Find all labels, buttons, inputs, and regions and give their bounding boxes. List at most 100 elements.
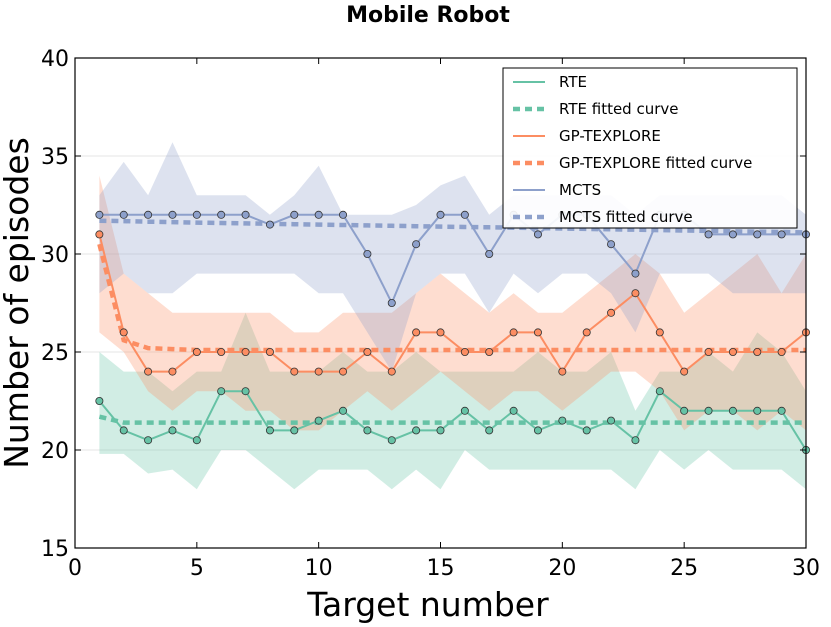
gp-texplore-point bbox=[558, 367, 567, 376]
rte-point bbox=[485, 426, 494, 435]
x-tick-label: 10 bbox=[305, 556, 333, 581]
x-tick-label: 15 bbox=[427, 556, 455, 581]
mcts-point bbox=[387, 298, 396, 307]
x-axis-label: Target number bbox=[306, 585, 549, 624]
gp-texplore-point bbox=[728, 347, 737, 356]
gp-texplore-point bbox=[582, 328, 591, 337]
gp-texplore-point bbox=[777, 347, 786, 356]
y-tick-label: 30 bbox=[41, 243, 69, 268]
rte-point bbox=[460, 406, 469, 415]
fitted-curves bbox=[97, 218, 807, 425]
gp-texplore-point bbox=[241, 347, 250, 356]
mcts-point bbox=[607, 240, 616, 249]
gp-texplore-point bbox=[655, 328, 664, 337]
gp-texplore-point bbox=[704, 347, 713, 356]
mcts-point bbox=[339, 210, 348, 219]
mcts-point bbox=[144, 210, 153, 219]
mcts-point bbox=[753, 230, 762, 239]
gp-texplore-line bbox=[98, 234, 807, 374]
mcts-point bbox=[217, 210, 226, 219]
x-tick-label: 30 bbox=[792, 556, 820, 581]
gp-texplore-point bbox=[485, 347, 494, 356]
rte-point bbox=[509, 406, 518, 415]
rte-point bbox=[168, 426, 177, 435]
gp-texplore-point bbox=[168, 367, 177, 376]
rte-point bbox=[436, 426, 445, 435]
rte-point bbox=[753, 406, 762, 415]
legend-label: RTE fitted curve bbox=[559, 100, 679, 118]
gp-texplore-point bbox=[436, 328, 445, 337]
mcts-point bbox=[363, 249, 372, 258]
gp-texplore-point bbox=[144, 367, 153, 376]
mcts-point bbox=[265, 220, 274, 229]
mcts-point bbox=[192, 210, 201, 219]
x-tick-label: 0 bbox=[68, 556, 82, 581]
gp-texplore-point bbox=[509, 328, 518, 337]
rte-point bbox=[241, 387, 250, 396]
gp-texplore-point bbox=[363, 347, 372, 356]
mcts-band bbox=[99, 142, 806, 372]
rte-point bbox=[582, 426, 591, 435]
mcts-fitted-curve bbox=[99, 218, 807, 235]
rte-point bbox=[680, 406, 689, 415]
chart-title: Mobile Robot bbox=[346, 3, 510, 28]
rte-point bbox=[217, 387, 226, 396]
gp-texplore-point bbox=[412, 328, 421, 337]
gp-texplore-point bbox=[460, 347, 469, 356]
y-ticks: 15 20 25 30 35 40 bbox=[41, 47, 806, 562]
gp-texplore-point bbox=[631, 289, 640, 298]
y-tick-label: 20 bbox=[41, 439, 69, 464]
gp-texplore-point bbox=[314, 367, 323, 376]
rte-point bbox=[558, 416, 567, 425]
rte-point bbox=[192, 436, 201, 445]
legend-label: GP-TEXPLORE fitted curve bbox=[559, 154, 752, 172]
mcts-point bbox=[412, 240, 421, 249]
rte-band bbox=[99, 312, 806, 490]
gp-texplore-point bbox=[217, 347, 226, 356]
mcts-point bbox=[168, 210, 177, 219]
y-tick-label: 40 bbox=[41, 47, 69, 72]
mcts-point bbox=[777, 230, 786, 239]
rte-point bbox=[728, 406, 737, 415]
gp-texplore-point bbox=[290, 367, 299, 376]
y-tick-label: 25 bbox=[41, 341, 69, 366]
rte-point bbox=[533, 426, 542, 435]
gp-texplore-point bbox=[387, 367, 396, 376]
gp-texplore-point bbox=[339, 367, 348, 376]
gp-texplore-point bbox=[265, 347, 274, 356]
gp-texplore-fitted-curve bbox=[97, 243, 806, 353]
gp-texplore-point bbox=[607, 308, 616, 317]
mcts-point bbox=[314, 210, 323, 219]
mcts-point bbox=[728, 230, 737, 239]
legend-box bbox=[502, 67, 798, 229]
rte-point bbox=[290, 426, 299, 435]
rte-point bbox=[631, 436, 640, 445]
mcts-point bbox=[533, 230, 542, 239]
mcts-point bbox=[631, 269, 640, 278]
rte-point bbox=[655, 387, 664, 396]
legend-label: MCTS bbox=[559, 181, 601, 199]
mcts-point bbox=[241, 210, 250, 219]
rte-point bbox=[387, 436, 396, 445]
x-tick-label: 25 bbox=[670, 556, 698, 581]
gp-texplore-point bbox=[95, 230, 104, 239]
rte-point bbox=[607, 416, 616, 425]
rte-point bbox=[265, 426, 274, 435]
mcts-point bbox=[290, 210, 299, 219]
mcts-point bbox=[704, 230, 713, 239]
x-tick-label: 5 bbox=[190, 556, 204, 581]
rte-point bbox=[314, 416, 323, 425]
rte-point bbox=[144, 436, 153, 445]
gp-texplore-point bbox=[533, 328, 542, 337]
y-tick-label: 15 bbox=[41, 537, 69, 562]
legend-label: MCTS fitted curve bbox=[559, 208, 693, 226]
rte-point bbox=[704, 406, 713, 415]
mcts-point bbox=[436, 210, 445, 219]
y-tick-label: 35 bbox=[41, 145, 69, 170]
confidence-bands bbox=[99, 142, 806, 490]
rte-point bbox=[339, 406, 348, 415]
gp-texplore-point bbox=[753, 347, 762, 356]
legend-label: GP-TEXPLORE bbox=[559, 127, 661, 145]
rte-point bbox=[363, 426, 372, 435]
